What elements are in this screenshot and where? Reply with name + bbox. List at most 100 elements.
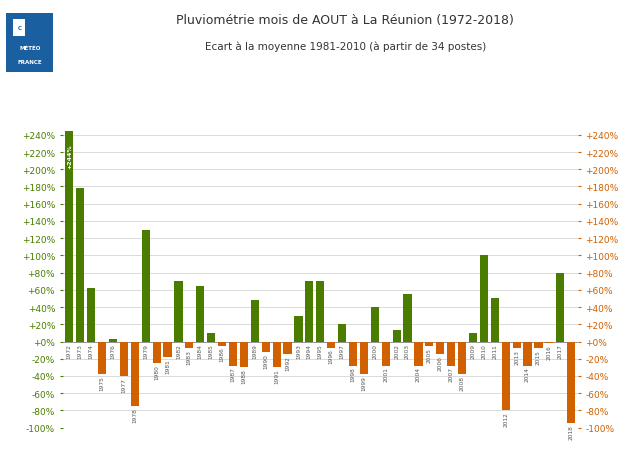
- Text: 2010: 2010: [482, 344, 487, 359]
- Text: 2002: 2002: [394, 344, 399, 359]
- Text: 1977: 1977: [121, 377, 126, 392]
- Text: 1996: 1996: [328, 349, 333, 364]
- Bar: [196, 286, 204, 342]
- Text: 1979: 1979: [143, 344, 148, 359]
- Text: 1974: 1974: [89, 344, 94, 359]
- Bar: [414, 342, 423, 366]
- Text: 1989: 1989: [252, 344, 257, 359]
- Bar: [273, 342, 281, 368]
- Bar: [229, 342, 237, 366]
- Bar: [502, 342, 510, 410]
- Text: 1987: 1987: [230, 367, 236, 382]
- FancyBboxPatch shape: [13, 20, 25, 37]
- Bar: [283, 342, 291, 354]
- Text: 1976: 1976: [111, 344, 116, 358]
- Bar: [65, 132, 73, 342]
- Bar: [327, 342, 335, 348]
- Text: 1992: 1992: [285, 355, 290, 370]
- Text: 1978: 1978: [133, 407, 138, 422]
- Text: 2006: 2006: [438, 355, 443, 370]
- Text: 1985: 1985: [208, 344, 214, 359]
- Text: 1984: 1984: [198, 344, 203, 359]
- Text: Pluviométrie mois de AOUT à La Réunion (1972-2018): Pluviométrie mois de AOUT à La Réunion (…: [176, 14, 514, 27]
- Bar: [120, 342, 128, 376]
- Bar: [262, 342, 270, 352]
- Bar: [218, 342, 226, 346]
- Bar: [240, 342, 248, 368]
- Text: 2016: 2016: [547, 344, 552, 359]
- Text: FRANCE: FRANCE: [18, 60, 42, 65]
- Bar: [349, 342, 357, 366]
- Text: 2014: 2014: [525, 367, 530, 382]
- Bar: [98, 342, 106, 374]
- Text: 1999: 1999: [362, 375, 366, 390]
- Text: 2004: 2004: [416, 367, 421, 382]
- Text: Ecart à la moyenne 1981-2010 (à partir de 34 postes): Ecart à la moyenne 1981-2010 (à partir d…: [205, 41, 486, 51]
- Bar: [207, 333, 215, 342]
- Text: 1991: 1991: [274, 369, 279, 383]
- Text: 1997: 1997: [340, 344, 345, 359]
- Bar: [175, 282, 183, 342]
- Bar: [371, 308, 379, 342]
- Bar: [360, 342, 368, 374]
- Text: 2011: 2011: [492, 344, 497, 358]
- Bar: [447, 342, 455, 366]
- Text: MÉTÉO: MÉTÉO: [19, 46, 41, 51]
- Bar: [109, 339, 117, 342]
- Text: 1980: 1980: [154, 364, 159, 379]
- Text: 1998: 1998: [350, 367, 355, 382]
- Text: 1972: 1972: [67, 344, 72, 359]
- Bar: [458, 342, 466, 374]
- Bar: [436, 342, 445, 354]
- Bar: [338, 324, 346, 342]
- Bar: [131, 342, 139, 406]
- Bar: [305, 282, 313, 342]
- Text: 1975: 1975: [100, 375, 105, 390]
- Text: 1994: 1994: [307, 344, 312, 359]
- Text: C: C: [18, 26, 21, 31]
- Bar: [469, 333, 477, 342]
- Bar: [556, 273, 565, 342]
- Bar: [295, 316, 303, 342]
- Text: 2012: 2012: [503, 411, 508, 426]
- Bar: [142, 230, 150, 342]
- Text: 1983: 1983: [187, 349, 192, 364]
- Bar: [490, 299, 499, 342]
- Bar: [153, 342, 161, 363]
- Bar: [534, 342, 543, 349]
- Text: 2000: 2000: [372, 344, 377, 359]
- Text: 2018: 2018: [569, 424, 574, 439]
- Bar: [76, 189, 84, 342]
- Text: 1993: 1993: [296, 344, 301, 359]
- Text: 1973: 1973: [78, 344, 83, 359]
- Text: 1986: 1986: [220, 347, 225, 362]
- Text: 1981: 1981: [165, 358, 170, 373]
- Bar: [251, 300, 259, 342]
- Text: 2003: 2003: [405, 344, 410, 359]
- Text: 2007: 2007: [448, 367, 453, 382]
- Bar: [567, 342, 575, 424]
- Text: 1988: 1988: [241, 369, 246, 383]
- Bar: [185, 342, 193, 349]
- Text: 1982: 1982: [176, 344, 181, 359]
- Text: +244%: +244%: [67, 144, 72, 169]
- Text: 1995: 1995: [318, 344, 323, 359]
- Text: 1990: 1990: [263, 353, 268, 368]
- Bar: [524, 342, 532, 366]
- Bar: [512, 342, 521, 349]
- Bar: [163, 342, 171, 357]
- Text: 2009: 2009: [470, 344, 475, 359]
- Bar: [545, 342, 553, 344]
- Text: 2001: 2001: [383, 367, 388, 382]
- Bar: [392, 331, 401, 342]
- Bar: [87, 288, 95, 342]
- Bar: [425, 342, 433, 346]
- Text: 2013: 2013: [514, 349, 519, 364]
- Text: 2005: 2005: [427, 347, 432, 362]
- Text: 2015: 2015: [536, 349, 541, 364]
- Bar: [316, 282, 325, 342]
- Bar: [480, 256, 488, 342]
- Text: 2017: 2017: [558, 344, 563, 359]
- Bar: [403, 294, 411, 342]
- Text: 2008: 2008: [460, 375, 465, 390]
